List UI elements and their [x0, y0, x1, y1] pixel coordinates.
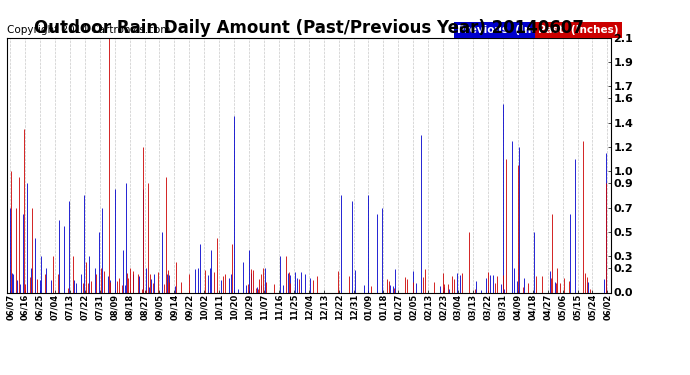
Text: Previous  (Inches): Previous (Inches): [457, 25, 562, 35]
Title: Outdoor Rain Daily Amount (Past/Previous Year) 20140607: Outdoor Rain Daily Amount (Past/Previous…: [34, 20, 584, 38]
Text: Copyright 2014 Cartronics.com: Copyright 2014 Cartronics.com: [7, 25, 170, 35]
Text: Past  (Inches): Past (Inches): [538, 25, 619, 35]
